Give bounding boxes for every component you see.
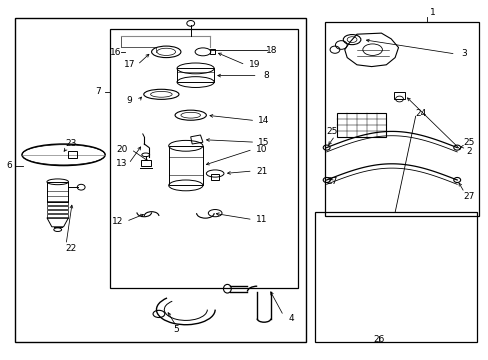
Text: 26: 26 — [372, 335, 384, 343]
Text: 5: 5 — [173, 325, 179, 334]
Bar — [47, 210, 68, 213]
Text: 25: 25 — [326, 127, 338, 136]
Text: 21: 21 — [255, 166, 267, 175]
Bar — [210, 49, 215, 54]
Bar — [47, 214, 68, 218]
Text: 13: 13 — [115, 159, 127, 168]
Text: 7: 7 — [95, 87, 101, 96]
Bar — [110, 29, 298, 288]
Bar — [47, 201, 68, 205]
Text: 4: 4 — [287, 314, 293, 323]
Text: 1: 1 — [429, 8, 435, 17]
Text: 16: 16 — [109, 48, 121, 57]
Text: 22: 22 — [65, 244, 77, 253]
Text: 10: 10 — [255, 145, 267, 154]
Bar — [211, 174, 219, 180]
Bar — [168, 146, 203, 185]
Text: 23: 23 — [65, 139, 77, 148]
Bar — [325, 22, 478, 216]
Bar — [15, 18, 305, 342]
Text: 19: 19 — [248, 60, 260, 69]
Bar — [393, 92, 405, 99]
Text: 6: 6 — [6, 161, 12, 170]
Text: 25: 25 — [463, 138, 474, 147]
Text: 17: 17 — [123, 60, 135, 69]
Text: 8: 8 — [263, 71, 269, 80]
Bar — [337, 113, 386, 137]
Text: 14: 14 — [258, 116, 269, 125]
Text: 24: 24 — [414, 109, 426, 118]
Text: 3: 3 — [461, 49, 467, 58]
Bar — [68, 151, 77, 158]
Text: 2: 2 — [466, 147, 471, 156]
Bar — [47, 206, 68, 209]
Bar — [315, 212, 476, 342]
Bar — [177, 68, 214, 82]
Bar — [47, 182, 68, 202]
Text: 18: 18 — [265, 46, 277, 55]
Text: 11: 11 — [255, 215, 267, 224]
Bar — [141, 160, 150, 166]
Text: 20: 20 — [116, 145, 128, 154]
Text: 9: 9 — [126, 96, 132, 105]
Text: 12: 12 — [111, 217, 123, 226]
Text: 27: 27 — [326, 177, 338, 186]
Text: 15: 15 — [258, 138, 269, 147]
Text: 27: 27 — [463, 192, 474, 201]
